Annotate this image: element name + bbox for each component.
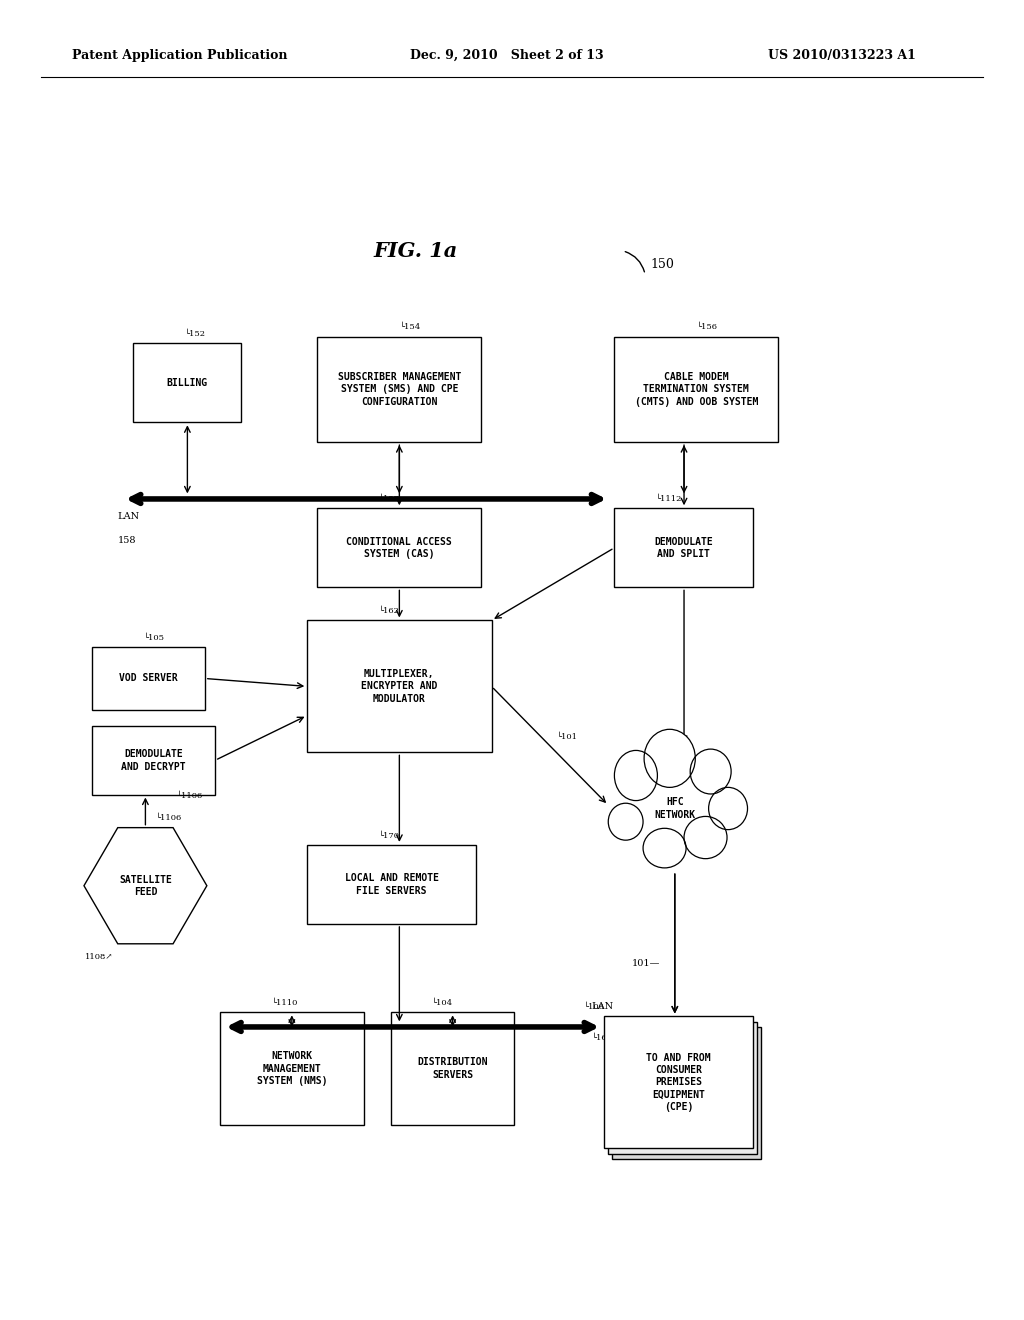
FancyBboxPatch shape xyxy=(317,337,481,442)
Text: └104: └104 xyxy=(432,999,454,1007)
FancyBboxPatch shape xyxy=(612,1027,761,1159)
Text: 1108↗: 1108↗ xyxy=(85,953,114,961)
Text: └154: └154 xyxy=(399,323,421,331)
FancyBboxPatch shape xyxy=(133,343,241,422)
Text: LAN: LAN xyxy=(118,512,140,521)
FancyBboxPatch shape xyxy=(220,1012,364,1125)
Text: HFC
NETWORK: HFC NETWORK xyxy=(654,797,695,820)
Text: └170: └170 xyxy=(379,832,400,840)
Text: 158: 158 xyxy=(118,536,136,545)
Text: Dec. 9, 2010   Sheet 2 of 13: Dec. 9, 2010 Sheet 2 of 13 xyxy=(410,49,603,62)
Text: SUBSCRIBER MANAGEMENT
SYSTEM (SMS) AND CPE
CONFIGURATION: SUBSCRIBER MANAGEMENT SYSTEM (SMS) AND C… xyxy=(338,372,461,407)
Ellipse shape xyxy=(690,748,731,795)
Ellipse shape xyxy=(643,829,686,869)
FancyBboxPatch shape xyxy=(608,1022,757,1154)
Ellipse shape xyxy=(608,803,643,841)
Text: LOCAL AND REMOTE
FILE SERVERS: LOCAL AND REMOTE FILE SERVERS xyxy=(345,874,438,895)
Text: SATELLITE
FEED: SATELLITE FEED xyxy=(119,875,172,896)
Text: DEMODULATE
AND DECRYPT: DEMODULATE AND DECRYPT xyxy=(121,750,186,771)
Ellipse shape xyxy=(614,750,657,800)
Polygon shape xyxy=(84,828,207,944)
Text: TO AND FROM
CONSUMER
PREMISES
EQUIPMENT
(CPE): TO AND FROM CONSUMER PREMISES EQUIPMENT … xyxy=(646,1052,711,1113)
FancyBboxPatch shape xyxy=(614,508,753,587)
Ellipse shape xyxy=(644,729,695,787)
Ellipse shape xyxy=(618,764,731,853)
Text: └160: └160 xyxy=(592,1034,612,1041)
Text: FIG. 1a: FIG. 1a xyxy=(374,240,458,261)
FancyBboxPatch shape xyxy=(92,647,205,710)
Text: MULTIPLEXER,
ENCRYPTER AND
MODULATOR: MULTIPLEXER, ENCRYPTER AND MODULATOR xyxy=(361,669,437,704)
Text: └105: └105 xyxy=(143,634,165,642)
FancyBboxPatch shape xyxy=(604,1016,753,1148)
Text: └1110: └1110 xyxy=(271,999,298,1007)
FancyBboxPatch shape xyxy=(92,726,215,795)
Text: └156: └156 xyxy=(696,323,718,331)
Text: └152: └152 xyxy=(184,330,206,338)
Text: NETWORK
MANAGEMENT
SYSTEM (NMS): NETWORK MANAGEMENT SYSTEM (NMS) xyxy=(257,1051,327,1086)
FancyBboxPatch shape xyxy=(614,337,778,442)
Text: DISTRIBUTION
SERVERS: DISTRIBUTION SERVERS xyxy=(418,1057,487,1080)
Text: └1112: └1112 xyxy=(655,495,682,503)
Text: 150: 150 xyxy=(650,257,674,271)
Text: └162: └162 xyxy=(379,607,399,615)
FancyBboxPatch shape xyxy=(307,620,492,752)
Ellipse shape xyxy=(709,787,748,830)
FancyBboxPatch shape xyxy=(307,845,476,924)
Text: └1106: └1106 xyxy=(156,814,182,822)
Text: CABLE MODEM
TERMINATION SYSTEM
(CMTS) AND OOB SYSTEM: CABLE MODEM TERMINATION SYSTEM (CMTS) AN… xyxy=(635,372,758,407)
Text: US 2010/0313223 A1: US 2010/0313223 A1 xyxy=(768,49,915,62)
Text: └106: └106 xyxy=(584,1003,604,1011)
Ellipse shape xyxy=(684,816,727,859)
Text: VOD SERVER: VOD SERVER xyxy=(119,673,178,684)
FancyBboxPatch shape xyxy=(391,1012,514,1125)
Text: └157: └157 xyxy=(379,495,400,503)
Text: BILLING: BILLING xyxy=(166,378,208,388)
Text: 101—: 101— xyxy=(632,960,660,968)
Text: └1106: └1106 xyxy=(177,792,204,800)
Text: DEMODULATE
AND SPLIT: DEMODULATE AND SPLIT xyxy=(654,537,713,558)
Text: Patent Application Publication: Patent Application Publication xyxy=(72,49,287,62)
FancyBboxPatch shape xyxy=(317,508,481,587)
Text: CONDITIONAL ACCESS
SYSTEM (CAS): CONDITIONAL ACCESS SYSTEM (CAS) xyxy=(346,537,453,558)
Text: └101: └101 xyxy=(557,733,579,741)
Text: LAN: LAN xyxy=(592,1002,614,1011)
